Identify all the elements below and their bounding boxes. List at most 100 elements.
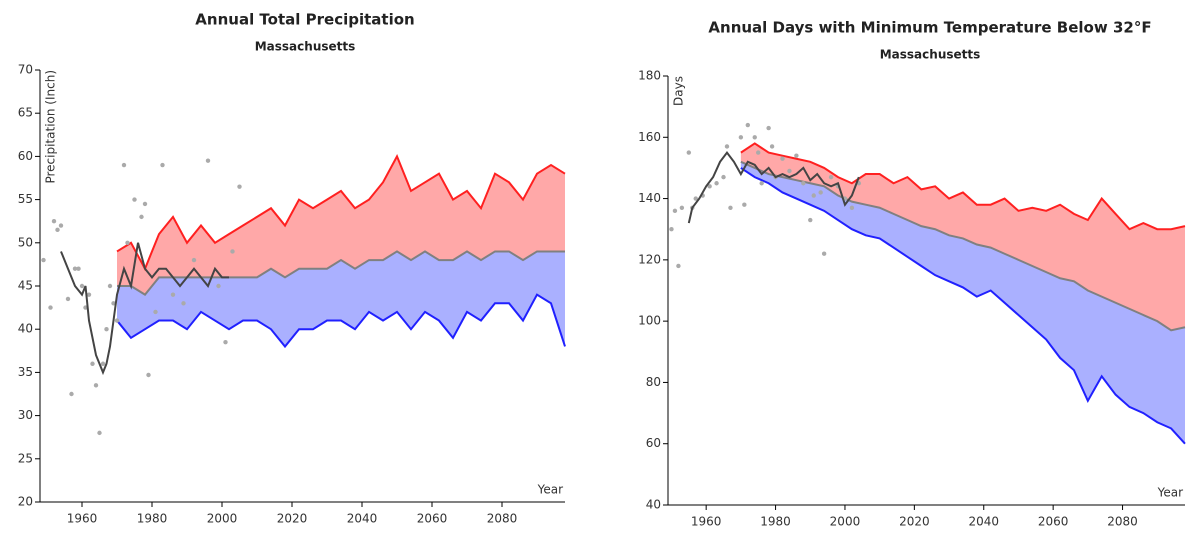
observed-point <box>811 193 816 198</box>
low-band <box>740 161 1185 444</box>
observed-point <box>181 301 186 306</box>
observed-point <box>58 223 64 228</box>
y-tick-label: 140 <box>638 191 661 205</box>
observed-point <box>55 227 60 233</box>
x-tick-label: 1980 <box>137 512 168 526</box>
observed-point <box>90 361 95 366</box>
observed-point <box>769 144 775 149</box>
low-band <box>117 251 565 347</box>
observed-point <box>676 263 681 269</box>
observed-point <box>738 135 744 140</box>
observed-point <box>48 305 53 310</box>
observed-point <box>724 144 730 149</box>
y-tick-label: 80 <box>646 375 661 389</box>
high-line <box>740 142 1186 231</box>
observed-point <box>818 190 823 195</box>
observed-point <box>745 122 751 128</box>
chart-title: Annual Days with Minimum Temperature Bel… <box>708 19 1151 37</box>
observed-point <box>100 361 106 366</box>
observed-point <box>237 184 242 189</box>
observed-point <box>787 168 792 174</box>
observed-point <box>780 156 785 161</box>
observed-point <box>742 202 747 207</box>
x-tick-label: 2080 <box>1107 515 1138 529</box>
x-tick-label: 1960 <box>67 512 98 526</box>
observed-point <box>153 309 158 315</box>
observed-point <box>121 162 127 168</box>
observed-line <box>60 242 229 376</box>
observed-point <box>191 257 197 263</box>
observed-point <box>125 240 130 245</box>
observed-point <box>821 251 827 256</box>
y-tick-label: 50 <box>18 235 33 249</box>
observed-point <box>828 174 834 180</box>
observed-point <box>65 296 71 302</box>
y-tick-label: 30 <box>18 408 33 422</box>
observed-point <box>752 135 757 140</box>
y-tick-label: 55 <box>18 192 33 206</box>
observed-point <box>86 292 92 297</box>
x-tick-label: 2080 <box>487 512 518 526</box>
observed-point <box>707 184 712 189</box>
chart: Annual Days with Minimum Temperature Bel… <box>638 19 1186 529</box>
y-tick-label: 60 <box>646 436 661 450</box>
chart: Annual Total Precipitation Massachusetts 2… <box>18 11 566 526</box>
observed-point <box>79 283 85 289</box>
observed-point <box>714 181 719 186</box>
low-line <box>740 167 1186 445</box>
observed-point <box>686 150 692 155</box>
chart-subtitle: Massachusetts <box>255 40 356 54</box>
observed-point <box>111 301 116 306</box>
observed-point <box>97 430 102 436</box>
observed-point <box>69 391 74 397</box>
observed-point <box>146 372 151 378</box>
y-tick-label: 25 <box>18 451 33 465</box>
x-tick-label: 2040 <box>968 515 999 529</box>
low-line <box>116 293 566 349</box>
observed-point <box>693 196 698 201</box>
observed-point <box>107 283 113 289</box>
observed-line <box>687 150 860 224</box>
observed-point <box>801 181 806 186</box>
observed-point <box>114 318 120 323</box>
observed-point <box>728 205 733 210</box>
y-tick-label: 160 <box>638 130 661 144</box>
x-tick-label: 2040 <box>347 512 378 526</box>
chart-subtitle: Massachusetts <box>880 48 981 62</box>
chart-title: Annual Total Precipitation <box>195 11 414 29</box>
observed-point <box>139 214 144 220</box>
median-line <box>740 160 1186 332</box>
y-axis-label: Days <box>672 76 686 106</box>
y-tick-label: 70 <box>18 63 33 77</box>
x-tick-label: 2000 <box>830 515 861 529</box>
observed-point <box>766 125 771 131</box>
observed-point <box>679 205 685 210</box>
x-tick-label: 2000 <box>207 512 238 526</box>
y-tick-label: 45 <box>18 279 33 293</box>
observed-point <box>170 292 176 297</box>
observed-point <box>93 383 99 388</box>
x-tick-label: 1980 <box>760 515 791 529</box>
observed-point <box>205 158 211 163</box>
observed-point <box>223 339 228 345</box>
y-tick-label: 20 <box>18 495 33 509</box>
high-band <box>740 143 1185 331</box>
x-tick-label: 2020 <box>277 512 308 526</box>
x-tick-label: 2060 <box>1038 515 1069 529</box>
x-tick-label: 2020 <box>899 515 930 529</box>
observed-point <box>132 197 137 202</box>
observed-point <box>104 327 109 332</box>
observed-point <box>216 283 221 289</box>
y-tick-label: 40 <box>18 322 33 336</box>
observed-point <box>756 150 761 155</box>
high-band <box>117 156 565 295</box>
observed-point <box>721 174 726 180</box>
x-axis-label: Year <box>1157 486 1183 500</box>
observed-point <box>72 266 78 271</box>
observed-point <box>849 205 855 210</box>
observed-point <box>672 208 678 214</box>
observed-point <box>230 249 235 254</box>
x-tick-label: 2060 <box>417 512 448 526</box>
observed-point <box>669 227 674 232</box>
